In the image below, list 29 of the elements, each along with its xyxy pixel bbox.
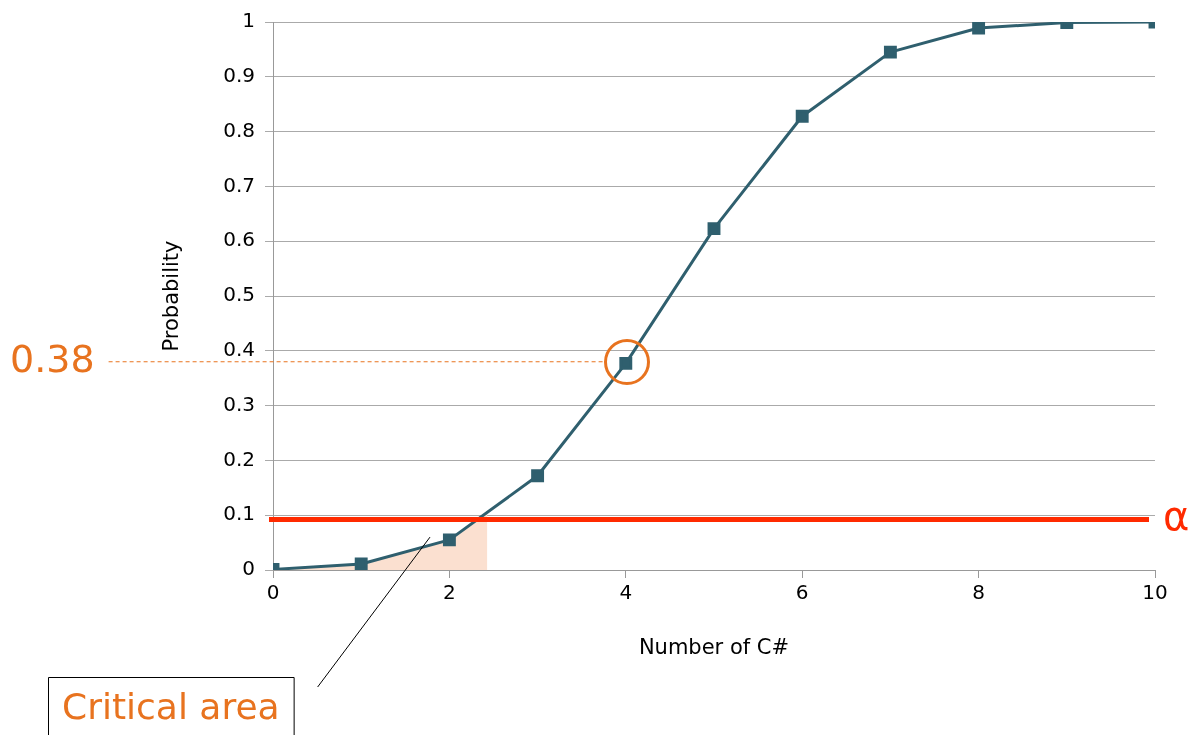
x-axis-title: Number of C# [638, 634, 790, 659]
y-tick-label: 0.2 [223, 446, 255, 471]
ref-line-label: α [1163, 492, 1190, 539]
text: Critical area [62, 686, 280, 728]
y-tick-label: 0.7 [223, 172, 255, 197]
point [707, 222, 721, 236]
point [354, 557, 368, 570]
x-tick-label: 4 [619, 580, 633, 605]
point [883, 45, 897, 59]
point [795, 109, 809, 123]
y-tick-label: 0.3 [223, 391, 255, 416]
y-tick-label: 0 [242, 556, 255, 581]
x-tick-label: 8 [972, 580, 985, 605]
x-tick-label: 6 [795, 580, 809, 605]
y-tick-label: 0.9 [223, 63, 255, 87]
point [442, 533, 456, 547]
x-tick-label: 2 [443, 580, 456, 605]
ref-line-label: 0.38 [10, 336, 95, 381]
y-axis-title: Probability [159, 240, 184, 352]
point [531, 469, 545, 483]
x-tick-label: 10 [1142, 580, 1168, 605]
y-tick-label: 0.4 [223, 337, 255, 361]
x-tick-label: 0 [266, 580, 280, 605]
y-tick-label: 0.5 [223, 282, 255, 307]
y-tick-label: 1 [242, 8, 255, 33]
point [972, 22, 986, 35]
y-tick-label: 0.8 [223, 117, 255, 142]
y-tick-label: 0.1 [223, 501, 255, 526]
y-tick-label: 0.6 [223, 227, 255, 252]
